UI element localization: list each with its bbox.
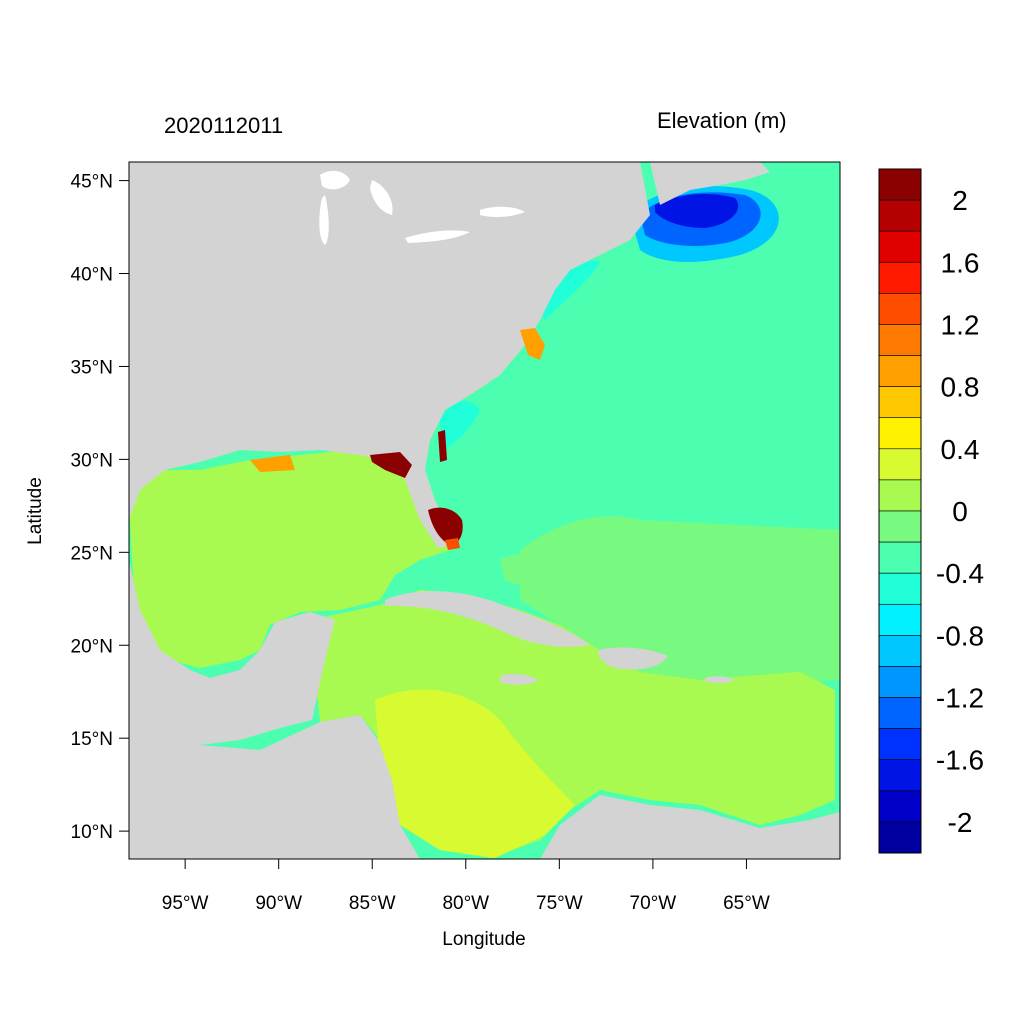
gulf-of-mexico-zone — [129, 450, 450, 668]
colorbar-swatch — [878, 355, 922, 387]
colorbar-label: 0 — [952, 496, 968, 527]
colorbar-swatch — [878, 168, 922, 201]
colorbar-swatch — [878, 230, 922, 263]
y-tick-label: 35°N — [71, 357, 113, 378]
gulf-of-maine-band-3 — [655, 194, 739, 228]
south-america-land — [540, 795, 840, 859]
colorbar-label: 1.6 — [941, 247, 980, 278]
y-tick-label: 15°N — [71, 729, 113, 750]
new-england-land — [650, 162, 770, 205]
south-atlantic-bight-band — [440, 401, 480, 450]
colorbar-swatch — [878, 821, 922, 854]
bahamas-zone — [500, 555, 555, 586]
colorbar-swatch — [878, 199, 922, 232]
x-tick-label: 80°W — [442, 893, 489, 914]
y-tick-label: 40°N — [71, 265, 113, 286]
jamaica-land — [500, 673, 538, 685]
colorbar-label: -2 — [948, 807, 973, 838]
central-america-land — [129, 715, 420, 859]
lake-superior — [320, 170, 350, 190]
y-tick-label: 30°N — [71, 450, 113, 471]
cuba-land — [385, 591, 590, 647]
colorbar-swatch — [878, 510, 922, 543]
colorbar-swatch — [878, 728, 922, 761]
lake-ontario — [480, 206, 525, 217]
x-tick-label: 70°W — [630, 893, 677, 914]
colorbar-swatch — [878, 666, 922, 698]
colorbar-label: -0.8 — [936, 620, 984, 651]
colorbar-swatch — [878, 324, 922, 356]
colorbar-label: 1.2 — [941, 309, 980, 340]
southwest-caribbean-zone — [375, 689, 575, 858]
x-axis-label: Longitude — [442, 929, 525, 950]
colorbar-swatch — [878, 572, 922, 605]
x-tick-label: 95°W — [162, 893, 209, 914]
y-tick-label: 25°N — [71, 543, 113, 564]
x-tick-label: 85°W — [349, 893, 396, 914]
lake-erie — [405, 230, 470, 243]
louisiana-coast-surge — [250, 455, 295, 472]
y-axis-label: Latitude — [25, 477, 46, 545]
colorbar-labels: 2 1.6 1.2 0.8 0.4 0 -0.4 -0.8 -1.2 -1.6 -2 — [936, 185, 984, 838]
y-axis-ticks: 45°N 40°N 35°N 30°N 25°N 20°N 15°N 10°N — [71, 172, 129, 843]
lake-michigan — [319, 195, 329, 245]
lake-huron — [370, 180, 393, 215]
colorbar-swatch — [878, 541, 922, 574]
y-tick-label: 10°N — [71, 822, 113, 843]
colorbar-swatch — [878, 261, 922, 294]
pamlico-sound-surge — [520, 328, 545, 360]
atlantic-near-zero-zone — [520, 516, 840, 700]
north-america-land — [129, 162, 650, 548]
colorbar-swatch — [878, 790, 922, 823]
x-tick-label: 90°W — [255, 893, 302, 914]
colorbar-swatch — [878, 448, 922, 481]
colorbar-label: 2 — [952, 185, 968, 216]
map-frame — [128, 161, 841, 860]
map-plot-area — [129, 162, 840, 859]
georgia-coast-surge — [438, 430, 447, 462]
x-tick-label: 65°W — [723, 893, 770, 914]
colorbar-swatch — [878, 635, 922, 667]
y-tick-label: 45°N — [71, 172, 113, 193]
colorbar-label: 0.4 — [941, 434, 980, 465]
mexico-land — [129, 560, 335, 745]
x-tick-label: 75°W — [536, 893, 583, 914]
colorbar-swatch — [878, 603, 922, 636]
colorbar-label: -0.4 — [936, 558, 984, 589]
colorbar-label: -1.6 — [936, 745, 984, 776]
florida-panhandle-surge — [370, 452, 412, 478]
colorbar-swatch — [878, 479, 922, 512]
x-axis-ticks: 95°W 90°W 85°W 80°W 75°W 70°W 65°W — [162, 859, 770, 914]
colorbar-swatch — [878, 759, 922, 792]
hispaniola-land — [598, 647, 668, 670]
florida-surge-high — [428, 507, 463, 545]
colorbar-swatch — [878, 697, 922, 729]
y-tick-label: 20°N — [71, 636, 113, 657]
colorbar-swatch — [878, 386, 922, 419]
colorbar-outline — [878, 168, 922, 854]
colorbar-label: -1.2 — [936, 683, 984, 714]
colorbar-title: Elevation (m) — [657, 108, 787, 133]
colorbar-swatch — [878, 293, 922, 325]
puerto-rico-land — [705, 676, 735, 684]
colorbar-label: 0.8 — [941, 372, 980, 403]
colorbar — [878, 168, 922, 854]
colorbar-swatch — [878, 417, 922, 450]
timestamp-title: 2020112011 — [164, 113, 284, 138]
florida-keys-surge — [445, 538, 460, 550]
